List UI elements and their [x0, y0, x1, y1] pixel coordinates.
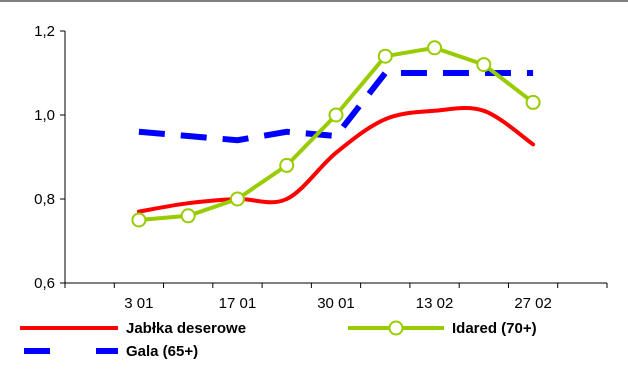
- data-point-idared: [180, 208, 196, 224]
- legend-label: Jabłka deserowe: [126, 320, 246, 337]
- x-tick-label: 30 01: [317, 295, 355, 312]
- legend-marker: [388, 320, 404, 336]
- legend-item-jablka-deserowe: Jabłka deserowe: [20, 320, 246, 337]
- x-tick-label: 17 01: [219, 295, 257, 312]
- series-idared: [131, 40, 541, 228]
- y-tick-label: 1,2: [34, 23, 55, 40]
- x-tick-label: 3 01: [124, 295, 153, 312]
- y-tick-label: 0,8: [34, 191, 55, 208]
- series-line-gala: [138, 70, 534, 144]
- legend-label: Idared (70+): [452, 320, 537, 337]
- legend-item-gala: Gala (65+): [24, 343, 198, 360]
- data-point-idared: [476, 57, 492, 73]
- legend-item-idared: Idared (70+): [348, 320, 537, 337]
- data-point-idared: [279, 157, 295, 173]
- series-line-jablka-deserowe: [136, 105, 536, 214]
- x-tick-label: 13 02: [416, 295, 454, 312]
- data-point-idared: [131, 212, 147, 228]
- data-point-idared: [229, 191, 245, 207]
- data-point-idared: [328, 107, 344, 123]
- y-tick-label: 1,0: [34, 107, 55, 124]
- series-gala: [138, 70, 534, 144]
- y-tick-label: 0,6: [34, 275, 55, 292]
- series-layer: [131, 40, 541, 228]
- legend: Jabłka deserowe Idared (70+) Gala (65+): [20, 320, 537, 360]
- data-point-idared: [377, 48, 393, 64]
- data-point-idared: [525, 94, 541, 110]
- legend-label: Gala (65+): [126, 343, 198, 360]
- x-tick-label: 27 02: [514, 295, 552, 312]
- series-jablka-deserowe: [136, 105, 536, 214]
- data-point-idared: [427, 40, 443, 56]
- axes: 0,6 0,8 1,0 1,2 3 01 17 01 30 01 13 02 27 02: [34, 23, 608, 312]
